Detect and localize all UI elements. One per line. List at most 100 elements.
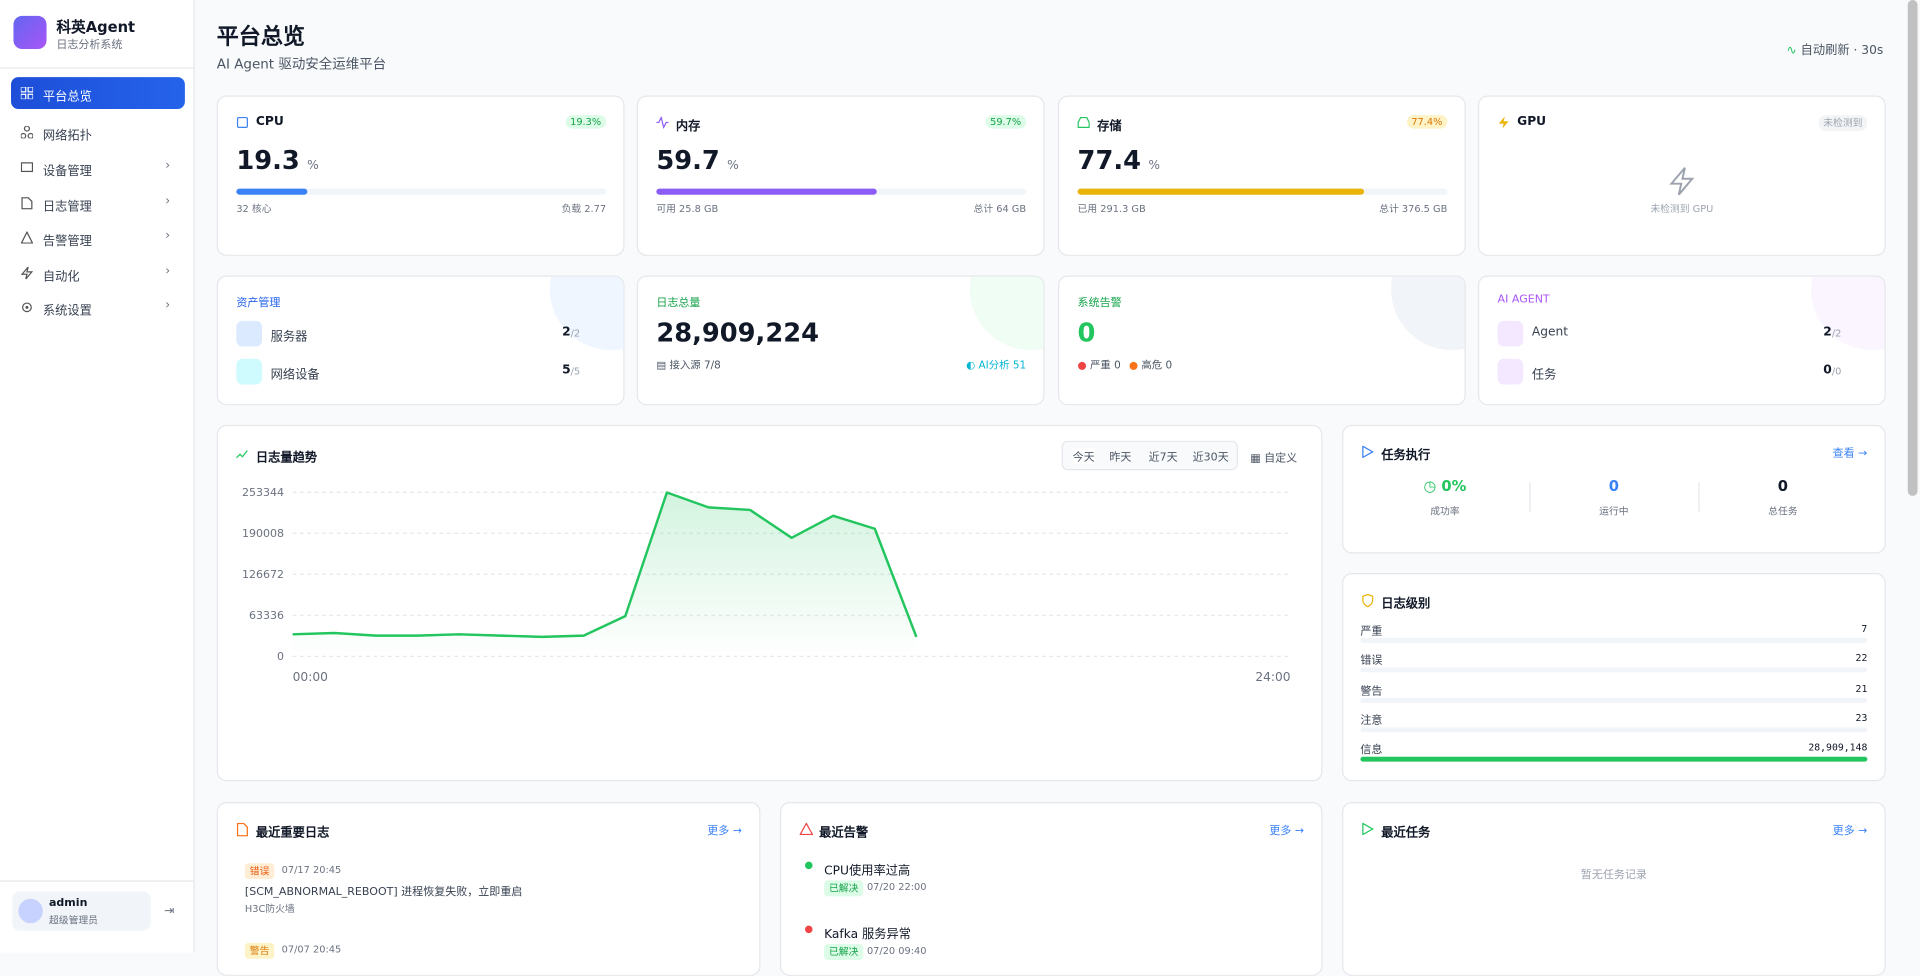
icon bbox=[799, 822, 814, 836]
footer-left: 可用 25.8 GB bbox=[656, 203, 719, 215]
more-link[interactable]: 更多 → bbox=[1832, 825, 1868, 838]
storage-card: 存储 77.4% 77.4% 已用 291.3 GB 总计 376.5 GB bbox=[1057, 95, 1466, 256]
menu-label: 告警管理 bbox=[42, 235, 92, 249]
more-link[interactable]: 更多 → bbox=[707, 825, 743, 838]
range-tab[interactable]: 今天 bbox=[1072, 448, 1095, 465]
view-link[interactable]: 查看 → bbox=[1832, 448, 1868, 461]
brand-subtitle: 日志分析系统 bbox=[56, 39, 123, 52]
alerts-card: 系统告警 0 ● 严重 0 ● 高危 0 bbox=[1057, 275, 1466, 406]
menu-item[interactable]: 系统设置 › bbox=[11, 291, 185, 323]
y-tick-label: 63336 bbox=[249, 609, 284, 622]
level-track bbox=[1360, 756, 1868, 762]
range-tab[interactable]: 近30天 bbox=[1192, 451, 1229, 465]
sources: ▤ 接入源 7/8 bbox=[656, 360, 721, 373]
x-tick-label: 24:00 bbox=[1255, 670, 1290, 684]
stat: ◷ 0% bbox=[1423, 477, 1467, 495]
menu-item[interactable]: 自动化 › bbox=[11, 257, 185, 289]
card-title: 最近任务 bbox=[1381, 826, 1431, 841]
user-name: admin bbox=[48, 897, 88, 910]
dot: ● bbox=[804, 923, 814, 935]
chevron: › bbox=[165, 264, 171, 278]
scrollbar[interactable] bbox=[1907, 0, 1918, 496]
card-title: 任务执行 bbox=[1381, 449, 1431, 463]
y-tick-label: 190008 bbox=[242, 527, 284, 540]
custom-range[interactable]: ▦ 自定义 bbox=[1250, 453, 1298, 466]
icon bbox=[1498, 116, 1509, 129]
stat-value: 0 bbox=[1608, 477, 1619, 495]
menu-item[interactable]: 设备管理 › bbox=[11, 152, 185, 184]
range-tab[interactable]: 近7天 bbox=[1148, 451, 1178, 465]
level-value: 28,909,148 bbox=[1808, 742, 1868, 754]
metric-value: 28,909,224 bbox=[656, 318, 820, 348]
menu-item[interactable]: 网络拓扑 bbox=[11, 116, 185, 148]
gpu-note: 未检测到 GPU bbox=[1650, 203, 1714, 215]
pulse-icon: ∿ bbox=[1786, 44, 1801, 58]
ai-label: AI分析 51 bbox=[978, 360, 1027, 373]
user-box[interactable]: admin 超级管理员 bbox=[12, 891, 151, 931]
level-bar bbox=[1360, 756, 1868, 762]
icon bbox=[236, 116, 248, 128]
memory-card: 内存 59.7% 59.7% 可用 25.8 GB 总计 64 GB bbox=[636, 95, 1045, 256]
row-label: 网络设备 bbox=[270, 368, 320, 383]
icon bbox=[20, 86, 34, 100]
logo bbox=[13, 15, 47, 49]
icon bbox=[20, 162, 34, 173]
page-subtitle: AI Agent 驱动安全运维平台 bbox=[216, 56, 387, 73]
refresh[interactable]: ∿ 自动刷新 · 30s bbox=[1786, 39, 1883, 57]
row-total: /2 bbox=[1831, 328, 1842, 340]
icon bbox=[1362, 822, 1374, 836]
high-label: 高危 0 bbox=[1141, 360, 1173, 373]
metric-unit: % bbox=[1148, 159, 1161, 173]
level-track bbox=[1360, 697, 1868, 703]
icon bbox=[1362, 593, 1374, 608]
level-value: 7 bbox=[1861, 623, 1868, 635]
y-tick-label: 0 bbox=[277, 650, 284, 663]
alert-time: 07/20 09:40 bbox=[866, 945, 927, 957]
log-time: 07/07 20:45 bbox=[281, 944, 342, 956]
icon bbox=[21, 197, 33, 210]
high: ● 高危 0 bbox=[1129, 358, 1173, 373]
footer-left: 32 核心 bbox=[236, 203, 272, 215]
badge: 59.7% bbox=[985, 115, 1027, 129]
range-tab[interactable]: 昨天 bbox=[1109, 451, 1132, 465]
metric: 19.3% bbox=[236, 146, 318, 175]
row-count: 0 bbox=[1823, 363, 1832, 378]
row-label: Agent bbox=[1531, 325, 1569, 340]
metric-value: 59.7 bbox=[656, 145, 720, 176]
menu-item[interactable]: 日志管理 › bbox=[11, 187, 185, 219]
area bbox=[292, 492, 917, 657]
level-track bbox=[1360, 637, 1868, 643]
metric-value: 77.4 bbox=[1077, 145, 1142, 176]
logout-icon[interactable]: ⇥ bbox=[164, 904, 175, 919]
ai-analysis: ◐ AI分析 51 bbox=[966, 360, 1027, 373]
divider bbox=[1529, 482, 1531, 512]
divider bbox=[0, 880, 194, 882]
menu-item[interactable]: 平台总览 bbox=[11, 77, 185, 109]
line-chart: 0 63336 126672 190008 253344 00:00 24:00 bbox=[242, 486, 1291, 684]
y-tick-label: 253344 bbox=[242, 486, 284, 499]
progress-track bbox=[236, 188, 607, 195]
level-name: 错误 bbox=[1360, 655, 1383, 668]
icon bbox=[22, 302, 32, 313]
level-name: 注意 bbox=[1360, 714, 1383, 728]
menu-item[interactable]: 告警管理 › bbox=[11, 222, 185, 254]
footer-right: 负载 2.77 bbox=[561, 203, 607, 215]
card-title: 日志量趋势 bbox=[255, 451, 318, 466]
cpu-card: CPU 19.3% 19.3% 32 核心 负载 2.77 bbox=[216, 95, 625, 256]
level-tag: 警告 bbox=[244, 942, 275, 959]
sources-label: 接入源 7/8 bbox=[669, 360, 721, 373]
card-title: 最近告警 bbox=[819, 826, 869, 841]
range-tabs: 今天 昨天 近7天 近30天 bbox=[1061, 440, 1238, 471]
level-name: 严重 bbox=[1360, 625, 1383, 638]
x-tick-label: 00:00 bbox=[293, 670, 328, 684]
more-link[interactable]: 更多 → bbox=[1269, 825, 1305, 838]
custom-label: 自定义 bbox=[1264, 453, 1298, 466]
trend-card: 日志量趋势 今天 昨天 近7天 近30天 ▦ 自定义 0 63336 126672 1… bbox=[216, 424, 1323, 782]
recent-logs-card: 最近重要日志 更多 → 错误 07/17 20:45 [SCM_ABNORMAL… bbox=[216, 802, 761, 976]
empty-note: 暂无任务记录 bbox=[1580, 869, 1647, 882]
dot: ● bbox=[1077, 360, 1090, 373]
brand: 科英Agent bbox=[56, 18, 136, 36]
level-value: 22 bbox=[1855, 653, 1868, 665]
